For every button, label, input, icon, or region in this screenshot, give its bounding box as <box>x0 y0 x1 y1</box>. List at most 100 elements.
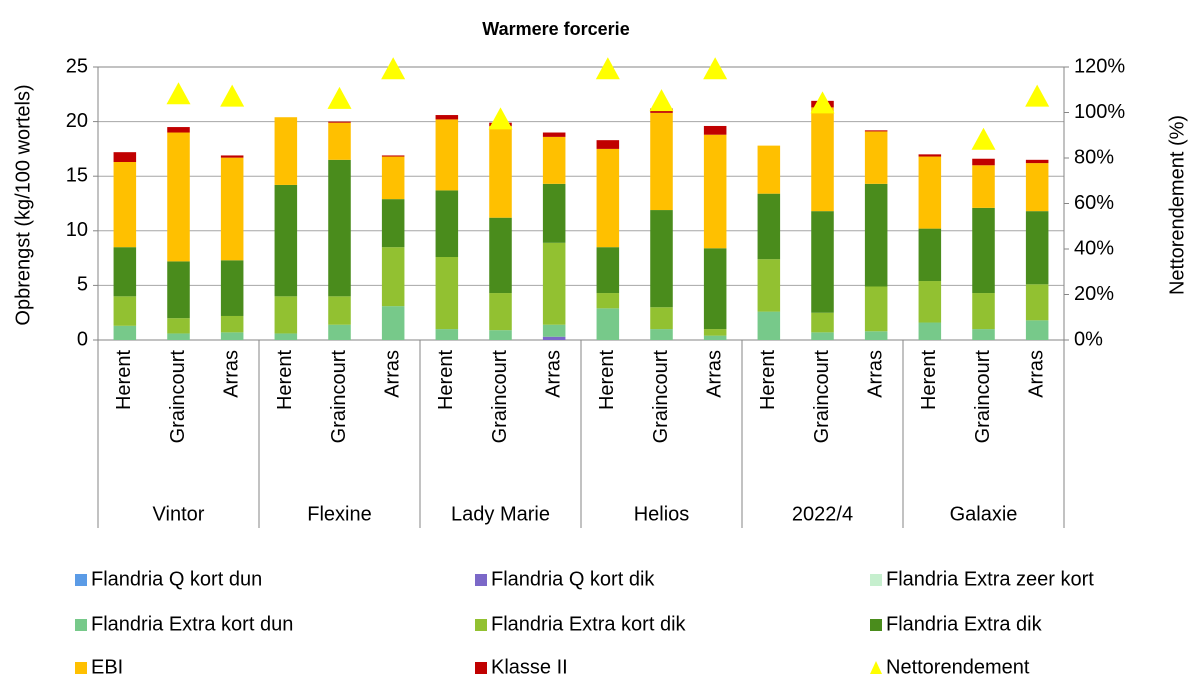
bar-segment <box>703 125 727 135</box>
marker <box>810 91 835 114</box>
bar-segment <box>381 247 405 307</box>
bar-segment <box>1025 211 1049 285</box>
bar-segment <box>972 293 995 330</box>
bar-segment <box>650 307 673 330</box>
bar-segment <box>918 154 942 157</box>
bar-segment <box>220 260 244 316</box>
bar-segment <box>972 165 995 208</box>
legend-label: Flandria Q kort dun <box>91 568 262 590</box>
y2-tick-label: 80% <box>1074 146 1114 168</box>
y2-tick-label: 0% <box>1074 328 1103 350</box>
bar-segment <box>864 331 888 340</box>
bar-segment <box>864 130 888 132</box>
bar-segment <box>113 152 137 163</box>
legend-label: Nettorendement <box>886 656 1030 678</box>
bar-segment <box>596 308 620 340</box>
marker <box>220 84 245 107</box>
bar-segment <box>435 257 459 330</box>
bar-segment <box>918 228 942 282</box>
bar-segment <box>703 329 727 336</box>
legend-swatch <box>870 574 882 586</box>
bar-segment <box>650 329 673 340</box>
bar-segment <box>167 132 190 262</box>
marker <box>971 127 996 150</box>
bar-segment <box>274 184 298 297</box>
bar-segment <box>435 115 459 120</box>
marker <box>1025 84 1050 107</box>
group-label: Helios <box>634 503 690 525</box>
legend-marker <box>870 661 882 674</box>
x-tick-label: Arras <box>1025 350 1047 398</box>
group-label: Lady Marie <box>451 503 550 525</box>
bar-segment <box>113 296 137 326</box>
bar-segment <box>220 155 244 158</box>
bar-segment <box>1025 320 1049 340</box>
legend-swatch <box>475 662 487 674</box>
x-tick-label: Arras <box>703 350 725 398</box>
bar-segment <box>489 125 512 218</box>
bar-segment <box>274 296 298 334</box>
legend-swatch <box>75 619 87 631</box>
bar-segment <box>328 324 351 340</box>
y2-axis-label: Nettorendement (%) <box>1166 115 1188 295</box>
bar-segment <box>435 329 459 340</box>
y-tick-label: 25 <box>66 55 88 77</box>
y-tick-label: 0 <box>77 328 88 350</box>
bar-segment <box>1025 159 1049 164</box>
y2-tick-label: 40% <box>1074 237 1114 259</box>
bar-segment <box>918 156 942 229</box>
x-tick-label: Herent <box>918 350 940 410</box>
bar-segment <box>113 325 137 340</box>
legend-label: Flandria Extra kort dun <box>91 613 293 635</box>
marker <box>488 107 513 130</box>
y2-tick-label: 60% <box>1074 192 1114 214</box>
bar-segment <box>328 121 351 123</box>
group-label: Galaxie <box>950 503 1018 525</box>
bar-segment <box>489 293 512 331</box>
bar-segment <box>328 159 351 297</box>
bar-segment <box>435 119 459 191</box>
y-tick-label: 15 <box>66 164 88 186</box>
bar-segment <box>381 199 405 248</box>
bar-segment <box>381 306 405 340</box>
bar-segment <box>650 210 673 308</box>
marker <box>327 86 352 109</box>
bar-segment <box>167 333 190 340</box>
x-tick-label: Arras <box>542 350 564 398</box>
y2-tick-label: 20% <box>1074 283 1114 305</box>
bar-segment <box>1025 284 1049 321</box>
marker <box>595 57 620 80</box>
x-tick-label: Herent <box>757 350 779 410</box>
y2-tick-label: 100% <box>1074 101 1125 123</box>
bar-segment <box>918 281 942 323</box>
bar-segment <box>167 318 190 334</box>
legend-swatch <box>475 574 487 586</box>
bar-segment <box>542 132 566 137</box>
legend-swatch <box>75 574 87 586</box>
bar-segment <box>703 134 727 249</box>
bar-segment <box>274 333 298 340</box>
legend-label: Flandria Extra zeer kort <box>886 568 1094 590</box>
bar-segment <box>864 131 888 184</box>
x-tick-label: Herent <box>435 350 457 410</box>
bar-segment <box>757 145 781 194</box>
bar-segment <box>274 117 298 185</box>
group-label: 2022/4 <box>792 503 853 525</box>
bar-segment <box>167 261 190 319</box>
x-tick-label: Graincourt <box>167 350 189 444</box>
legend-label: EBI <box>91 656 123 678</box>
bar-segment <box>167 127 190 133</box>
bar-segment <box>811 211 834 313</box>
legend-label: Flandria Q kort dik <box>491 568 655 590</box>
y2-tick-label: 120% <box>1074 55 1125 77</box>
bar-segment <box>1025 163 1049 212</box>
bar-segment <box>757 311 781 340</box>
bar-segment <box>542 136 566 184</box>
bar-segment <box>864 183 888 287</box>
x-tick-label: Graincourt <box>489 350 511 444</box>
bar-segment <box>328 122 351 160</box>
bar-segment <box>542 336 566 340</box>
bar-segment <box>381 155 405 157</box>
bar-segment <box>972 207 995 294</box>
